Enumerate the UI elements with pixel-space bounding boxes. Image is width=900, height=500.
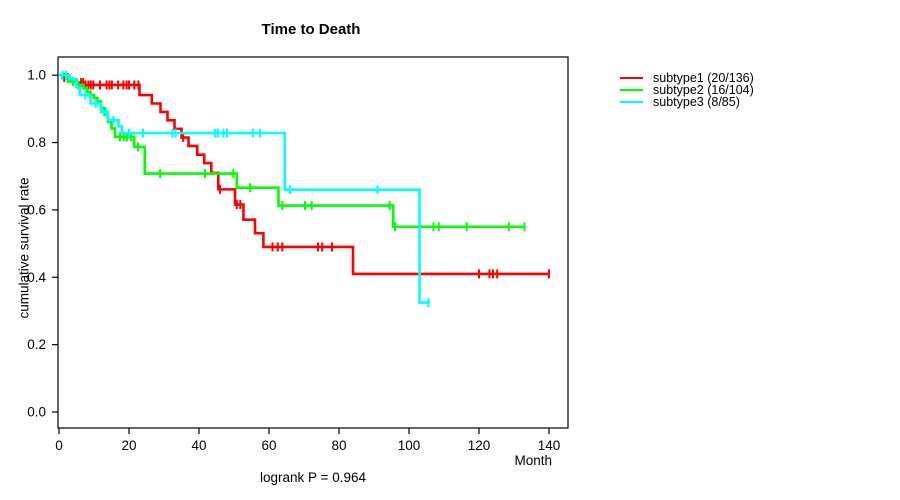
x-tick-label: 0 <box>55 438 63 453</box>
plot-border <box>57 56 569 429</box>
survival-curve-1 <box>59 73 549 276</box>
x-tick-label: 80 <box>331 438 346 453</box>
y-tick-label: 0.0 <box>27 405 46 420</box>
legend-label: subtype2 (16/104) <box>653 83 754 97</box>
legend-label: subtype1 (20/136) <box>653 71 754 85</box>
legend-line-swatch <box>620 76 643 80</box>
legend-line-swatch <box>620 100 643 104</box>
survival-curve-3 <box>59 73 430 304</box>
legend: subtype1 (20/136) subtype2 (16/104) subtyp… <box>620 72 754 108</box>
y-tick-label: 0.4 <box>27 270 46 285</box>
x-tick-label: 100 <box>398 438 421 453</box>
x-tick-label: 40 <box>191 438 206 453</box>
survival-curve-2 <box>59 73 525 229</box>
logrank-annotation: logrank P = 0.964 <box>260 470 366 485</box>
x-tick-label: 60 <box>261 438 276 453</box>
legend-item: subtype3 (8/85) <box>620 96 754 108</box>
chart-title: Time to Death <box>261 21 361 38</box>
legend-label: subtype3 (8/85) <box>653 95 740 109</box>
y-tick-label: 0.6 <box>27 202 46 217</box>
x-axis-title: Month <box>514 453 552 468</box>
x-tick-label: 140 <box>538 438 561 453</box>
legend-line-swatch <box>620 88 643 92</box>
legend-item: subtype1 (20/136) <box>620 72 754 84</box>
y-tick-label: 1.0 <box>27 68 46 83</box>
y-tick-label: 0.2 <box>27 337 46 352</box>
y-tick-label: 0.8 <box>27 135 46 150</box>
x-tick-label: 20 <box>121 438 136 453</box>
legend-item: subtype2 (16/104) <box>620 84 754 96</box>
x-tick-label: 120 <box>468 438 491 453</box>
